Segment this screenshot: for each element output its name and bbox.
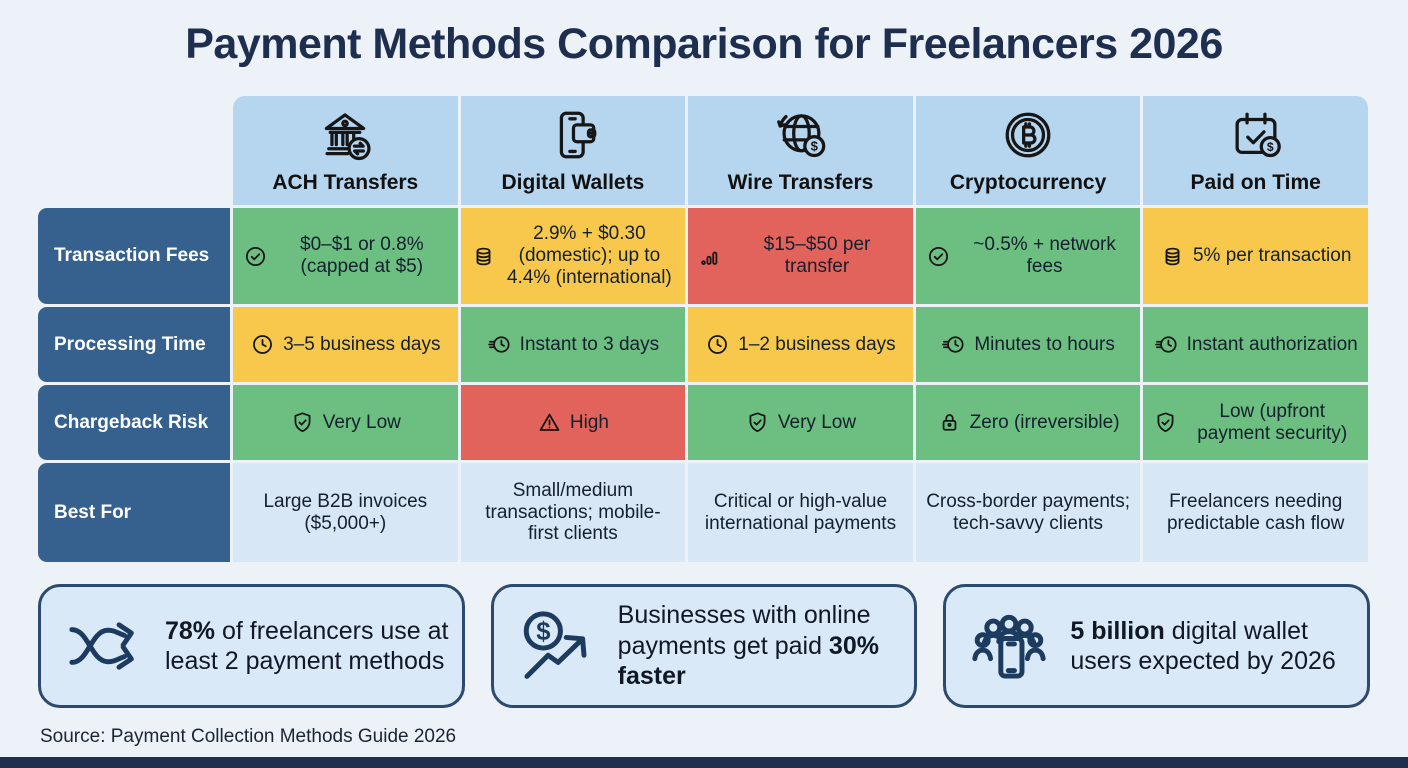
cell-text: Very Low [777,411,857,433]
table-cell: Instant authorization [1143,307,1368,382]
stat-card: 78% of freelancers use at least 2 paymen… [38,584,465,708]
stat-text: 5 billion digital wallet users expected … [1070,616,1357,677]
clock-icon [253,335,273,354]
table-cell: Zero (irreversible) [915,385,1141,460]
column-header-label: Digital Wallets [501,171,645,194]
stat-text: 78% of freelancers use at least 2 paymen… [165,616,452,677]
dollar-growth-icon [516,605,598,687]
stat-icon-slot [63,605,145,687]
column-header-digital-wallets: Digital Wallets [460,96,686,205]
column-header-cryptocurrency: Cryptocurrency [915,96,1141,205]
cell-text: Critical or high-value international pay… [704,490,897,534]
shield-check-icon [294,412,311,433]
cell-text: Cross-border payments; tech-savvy client… [926,490,1130,534]
warning-triangle-icon [539,413,560,431]
cell-text: 5% per transaction [1192,245,1352,267]
cell-text: Minutes to hours [974,333,1115,355]
table-cell: Cross-border payments; tech-savvy client… [915,463,1141,562]
source-note: Source: Payment Collection Methods Guide… [40,726,457,747]
phone-wallet-icon [559,111,597,159]
table-cell: High [460,385,686,460]
cell-text: Small/medium transactions; mobile-first … [485,479,661,545]
cell-text: Instant authorization [1186,333,1358,355]
row-header-label: Transaction Fees [38,208,230,304]
cell-text: Very Low [322,411,401,433]
crowd-phone-icon [968,605,1050,687]
stat-text: Businesses with online payments get paid… [618,600,905,692]
clock-icon [708,335,728,354]
comparison-table: ACH Transfers Digital Wallets Wire Transfe… [38,96,1368,562]
globe-dollar-icon [777,114,826,158]
stat-highlight: 78% [165,616,216,645]
cell-text: High [569,411,609,433]
cell-text: $0–$1 or 0.8% (capped at $5) [300,234,424,277]
table-cell: Critical or high-value international pay… [688,463,913,562]
row-header-label: Chargeback Risk [38,385,230,460]
clock-fast-icon [1154,336,1177,353]
clock-fast-icon [487,336,510,353]
bar-chart-icon [701,251,718,265]
stat-card: Businesses with online payments get paid… [490,584,918,708]
clock-fast-icon [942,336,964,353]
stat-icon-slot [968,605,1050,687]
stat-highlight: 30% faster [617,631,879,691]
table-cell: 3–5 business days [233,307,458,382]
bank-transfer-icon [325,113,371,161]
cell-text: Instant to 3 days [519,333,660,355]
split-arrows-icon [63,605,145,687]
footer-bar [0,757,1408,768]
calendar-check-dollar-icon [1235,112,1281,158]
table-cell: Freelancers needing predictable cash flo… [1143,463,1368,562]
column-header-ach-transfers: ACH Transfers [233,96,458,205]
check-circle-icon [245,246,266,266]
table-cell: ~0.5% + network fees [915,208,1141,304]
cell-text: Low (upfront payment security) [1197,400,1348,444]
shield-check-icon [749,412,766,433]
row-header-label: Best For [38,463,230,562]
column-header-label: Paid on Time [1190,171,1321,194]
cell-text: 3–5 business days [283,333,441,355]
stat-highlight: 5 billion [1070,616,1165,645]
table-cell: 1–2 business days [688,307,913,382]
column-header-wire-transfers: Wire Transfers [688,96,913,205]
stat-card: 5 billion digital wallet users expected … [943,584,1371,708]
table-corner-spacer [38,96,230,205]
stats-row: 78% of freelancers use at least 2 paymen… [38,584,1371,708]
table-cell: Instant to 3 days [460,307,686,382]
column-header-paid-on-time: Paid on Time [1143,96,1368,205]
table-cell: Small/medium transactions; mobile-first … [460,463,686,562]
cell-text: 2.9% + $0.30 (domestic); up to 4.4% (int… [507,223,672,288]
table-cell: Very Low [688,385,913,460]
stat-text-segment: Businesses with online payments get paid [617,601,871,660]
cell-text: Freelancers needing predictable cash flo… [1166,490,1345,534]
page-title: Payment Methods Comparison for Freelance… [185,20,1223,68]
table-cell: 5% per transaction [1143,208,1368,304]
stat-icon-slot [516,605,598,687]
cell-text: 1–2 business days [738,333,896,355]
cell-text: Large B2B invoices ($5,000+) [263,490,428,534]
row-header-label: Processing Time [38,307,230,382]
stat-text-segment: of freelancers use at least 2 payment me… [165,616,449,676]
cell-text: $15–$50 per transfer [763,234,871,277]
table-cell: $0–$1 or 0.8% (capped at $5) [233,208,458,304]
coins-icon [476,247,491,265]
table-cell: Large B2B invoices ($5,000+) [233,463,458,562]
table-cell: Low (upfront payment security) [1143,385,1368,460]
table-cell: Very Low [233,385,458,460]
column-header-label: ACH Transfers [272,171,419,194]
bitcoin-icon [1005,112,1051,158]
table-cell: 2.9% + $0.30 (domestic); up to 4.4% (int… [460,208,686,304]
column-header-label: Wire Transfers [727,171,874,194]
table-cell: $15–$50 per transfer [688,208,913,304]
table-cell: Minutes to hours [915,307,1141,382]
cell-text: Zero (irreversible) [969,411,1120,433]
lock-icon [942,414,956,431]
stat-text-segment: digital wallet users expected by 2026 [1070,616,1336,676]
coins-icon [1165,247,1180,265]
check-circle-icon [928,246,948,266]
shield-check-icon [1157,412,1174,433]
cell-text: ~0.5% + network fees [973,234,1116,277]
column-header-label: Cryptocurrency [949,171,1107,194]
